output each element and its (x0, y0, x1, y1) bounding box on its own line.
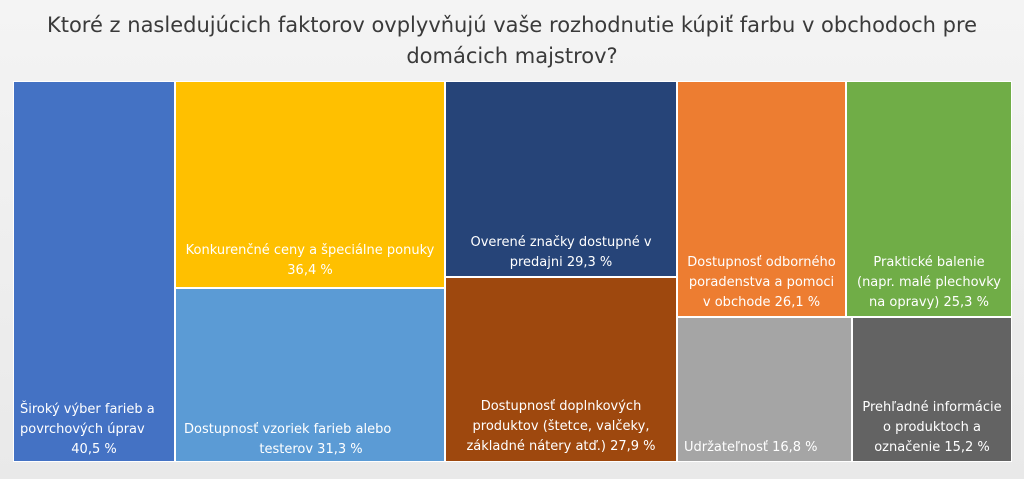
treemap-label-line: poradenstva a pomoci (688, 275, 835, 290)
treemap-label-line: základné nátery atď.) 27,9 % (466, 439, 656, 454)
treemap-tile: Prehľadné informácie o produktoch a označe… (852, 317, 1012, 462)
treemap-label-line: na opravy) 25,3 % (869, 295, 989, 310)
treemap-label-line: 36,4 % (287, 263, 333, 278)
treemap-label-line: Dostupnosť doplnkových (480, 399, 642, 414)
treemap-label-line: Konkurenčné ceny a špeciálne ponuky (185, 243, 435, 258)
treemap-tile-label: Široký výber farieb a povrchových úprav 40… (14, 400, 174, 460)
treemap-label-line: testerov 31,3 % (259, 442, 363, 457)
treemap-tile-label: Dostupnosť odborného poradenstva a pomoci… (678, 253, 845, 313)
treemap-label-line: povrchových úprav (20, 422, 145, 437)
treemap-label-line: Prehľadné informácie (862, 400, 1002, 415)
treemap-label-line: Overené značky dostupné v (470, 235, 652, 250)
treemap-tile-label: Dostupnosť vzoriek farieb alebo testerov … (176, 420, 444, 460)
treemap-label-line: (napr. malé plechovky (857, 275, 1001, 290)
treemap-tile: Overené značky dostupné v predajni 29,3 % (445, 81, 677, 277)
treemap-label-line: Praktické balenie (873, 255, 985, 270)
treemap-tile-label: Dostupnosť doplnkových produktov (štetce,… (446, 397, 676, 457)
treemap-tile: Praktické balenie (napr. malé plechovky na… (846, 81, 1012, 317)
treemap-label-line: Dostupnosť odborného (687, 255, 836, 270)
treemap-tile-label: Prehľadné informácie o produktoch a označe… (853, 398, 1011, 458)
treemap-label-line: predajni 29,3 % (509, 255, 613, 270)
treemap-label-line: označenie 15,2 % (874, 440, 990, 455)
treemap-tile: Udržateľnosť 16,8 % (677, 317, 852, 462)
treemap-tile: Dostupnosť doplnkových produktov (štetce,… (445, 277, 677, 462)
treemap-tile-label: Praktické balenie (napr. malé plechovky na… (847, 253, 1011, 313)
treemap-tile: Široký výber farieb a povrchových úprav 40… (13, 81, 175, 462)
treemap-tile-label: Konkurenčné ceny a špeciálne ponuky 36,4 … (176, 241, 444, 281)
treemap-label-line: Dostupnosť vzoriek farieb alebo (184, 422, 392, 437)
treemap-label-line: Udržateľnosť 16,8 % (684, 440, 818, 455)
treemap-tile-label: Overené značky dostupné v predajni 29,3 % (446, 233, 676, 273)
treemap-tile: Dostupnosť vzoriek farieb alebo testerov … (175, 288, 445, 462)
treemap-label-line: produktov (štetce, valčeky, (472, 419, 650, 434)
treemap-tile: Konkurenčné ceny a špeciálne ponuky 36,4 … (175, 81, 445, 288)
treemap-label-line: v obchode 26,1 % (702, 295, 821, 310)
chart-title: Ktoré z nasledujúcich faktorov ovplyvňuj… (46, 13, 978, 68)
treemap-tile: Dostupnosť odborného poradenstva a pomoci… (677, 81, 846, 317)
treemap-label-line: Široký výber farieb a (20, 402, 155, 417)
treemap-label-line: o produktoch a (883, 420, 981, 435)
treemap-label-line: 40,5 % (71, 442, 117, 457)
treemap-tile-label: Udržateľnosť 16,8 % (678, 438, 851, 458)
